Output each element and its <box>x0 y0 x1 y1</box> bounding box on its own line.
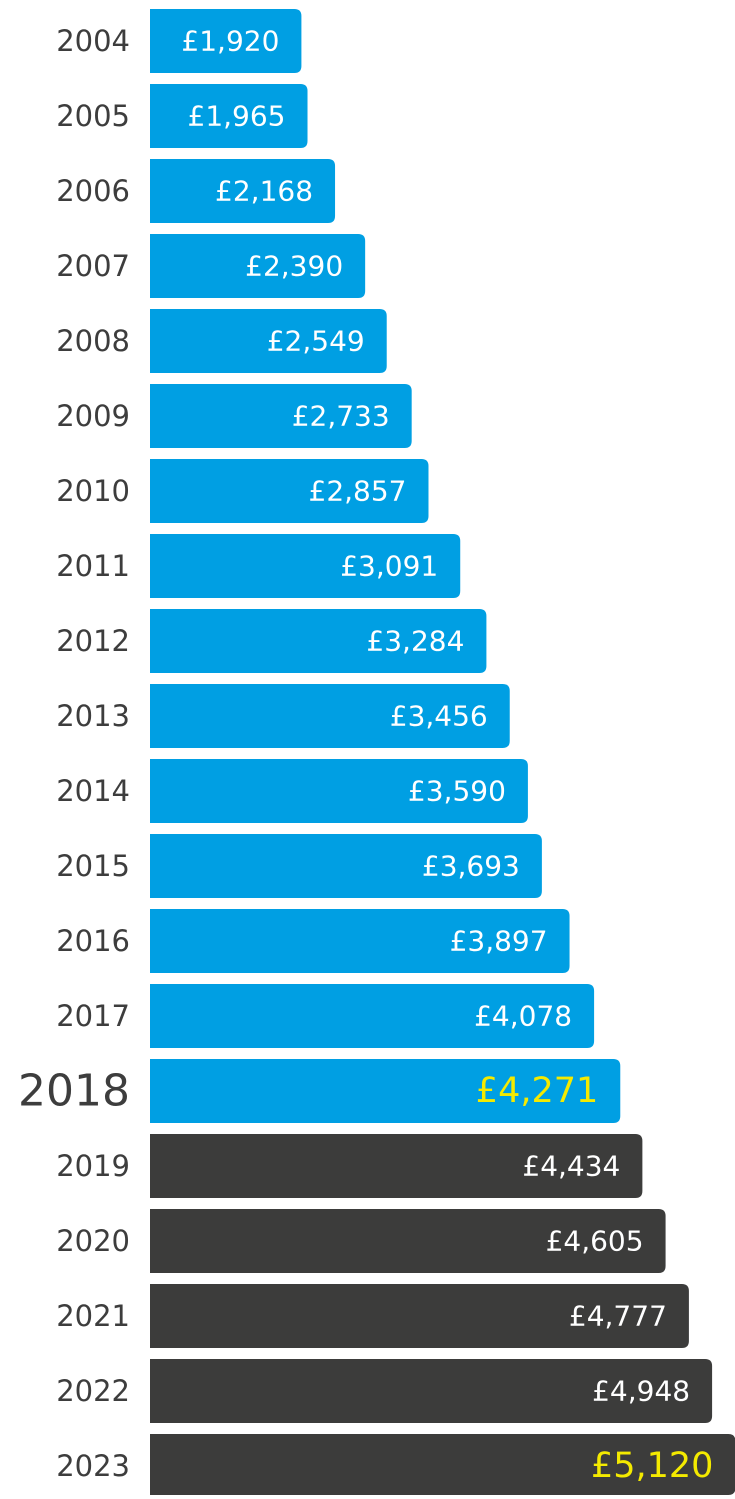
bar <box>150 1134 643 1198</box>
year-label: 2014 <box>56 774 130 808</box>
value-label: £3,897 <box>450 925 548 958</box>
value-label: £4,271 <box>476 1071 598 1111</box>
bar <box>150 834 542 898</box>
bar <box>150 1209 666 1273</box>
value-label: £2,168 <box>215 175 313 208</box>
bar <box>150 1359 713 1423</box>
bar <box>150 384 412 448</box>
value-label: £2,390 <box>245 250 343 283</box>
bar <box>150 684 510 748</box>
bar <box>150 1059 621 1123</box>
bar <box>150 309 387 373</box>
bar <box>150 984 595 1048</box>
value-label: £3,284 <box>366 625 464 658</box>
value-label: £2,549 <box>267 325 365 358</box>
bar <box>150 459 429 523</box>
year-label: 2012 <box>56 624 130 658</box>
year-label: 2006 <box>56 174 130 208</box>
year-label: 2017 <box>56 999 130 1033</box>
value-label: £3,693 <box>422 850 520 883</box>
bar <box>150 9 302 73</box>
bar <box>150 759 528 823</box>
year-label: 2009 <box>56 399 130 433</box>
year-label: 2018 <box>18 1066 130 1117</box>
value-label: £1,920 <box>181 25 279 58</box>
value-label: £4,434 <box>522 1150 620 1183</box>
value-label: £3,091 <box>340 550 438 583</box>
year-label: 2015 <box>56 849 130 883</box>
year-label: 2020 <box>56 1224 130 1258</box>
bar <box>150 234 366 298</box>
year-label: 2023 <box>56 1449 130 1483</box>
year-label: 2019 <box>56 1149 130 1183</box>
year-label: 2007 <box>56 249 130 283</box>
bar <box>150 159 336 223</box>
year-label: 2004 <box>56 24 130 58</box>
value-label: £5,120 <box>591 1446 713 1486</box>
value-label: £4,605 <box>546 1225 644 1258</box>
year-label: 2005 <box>56 99 130 133</box>
year-label: 2016 <box>56 924 130 958</box>
value-label: £3,590 <box>408 775 506 808</box>
value-label: £2,857 <box>309 475 407 508</box>
year-label: 2022 <box>56 1374 130 1408</box>
bar <box>150 84 308 148</box>
year-label: 2021 <box>56 1299 130 1333</box>
bar <box>150 534 461 598</box>
value-label: £4,078 <box>474 1000 572 1033</box>
value-label: £1,965 <box>188 100 286 133</box>
year-label: 2013 <box>56 699 130 733</box>
bar <box>150 609 487 673</box>
year-label: 2008 <box>56 324 130 358</box>
value-label: £3,456 <box>390 700 488 733</box>
bar <box>150 1284 689 1348</box>
year-label: 2010 <box>56 474 130 508</box>
value-label: £4,777 <box>569 1300 667 1333</box>
bar <box>150 1434 735 1495</box>
year-label: 2011 <box>56 549 130 583</box>
value-label: £2,733 <box>292 400 390 433</box>
bar <box>150 909 570 973</box>
value-label: £4,948 <box>592 1375 690 1408</box>
